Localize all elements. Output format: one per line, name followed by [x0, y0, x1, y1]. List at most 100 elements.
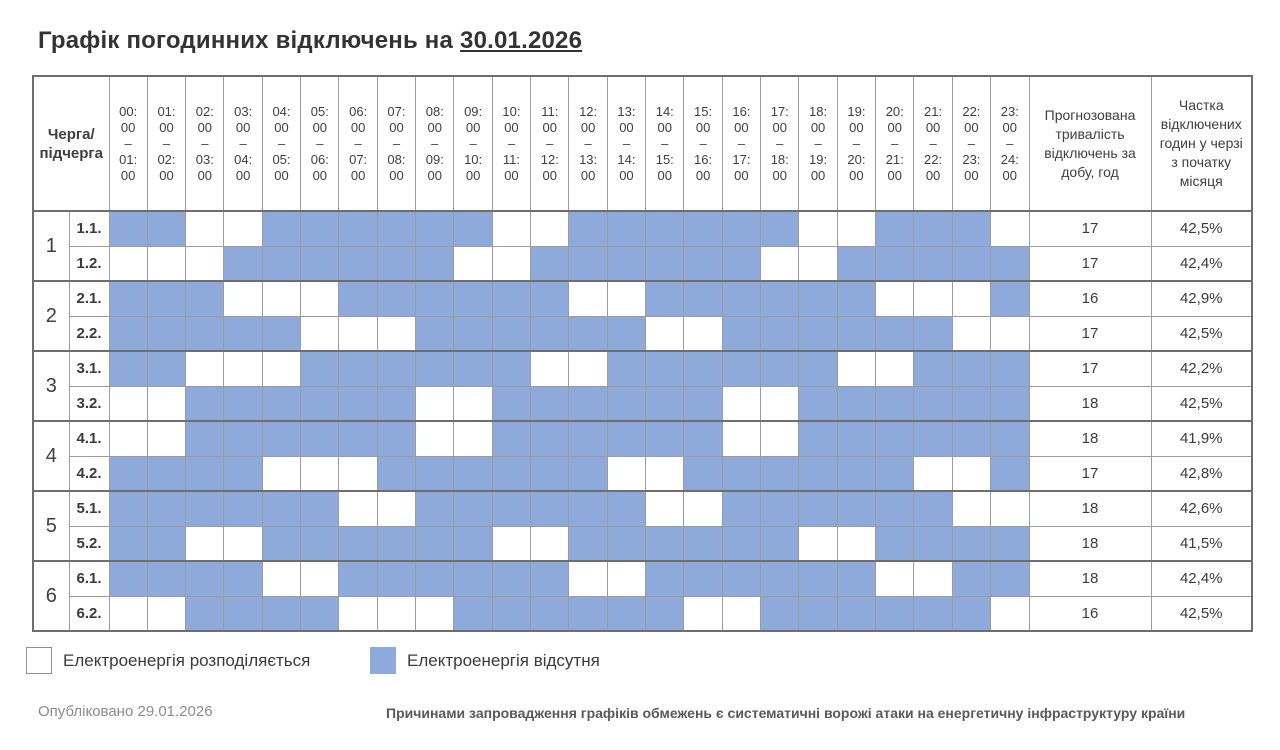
power-cell	[453, 420, 493, 457]
outage-cell	[606, 385, 647, 422]
outage-cell	[415, 560, 455, 597]
outage-cell	[683, 525, 723, 562]
power-cell	[683, 595, 723, 632]
outage-cell	[530, 245, 570, 282]
duration-value: 17	[1028, 455, 1152, 492]
outage-cell	[606, 245, 647, 282]
duration-value: 18	[1028, 525, 1152, 562]
outage-cell	[568, 385, 608, 422]
outage-cell	[606, 350, 647, 387]
power-cell	[530, 350, 570, 387]
outage-cell	[530, 280, 570, 317]
power-cell	[261, 560, 302, 597]
share-value: 41,9%	[1150, 420, 1253, 457]
time-slot-header: 23: 00–24: 00	[990, 75, 1030, 212]
duration-value: 17	[1028, 315, 1152, 352]
outage-cell	[990, 420, 1030, 457]
outage-cell	[415, 280, 455, 317]
outage-cell	[645, 350, 685, 387]
outage-cell	[415, 525, 455, 562]
legend-blue-swatch	[370, 647, 396, 674]
power-cell	[760, 420, 800, 457]
outage-cell	[568, 315, 608, 352]
outage-cell	[951, 245, 992, 282]
outage-cell	[836, 280, 877, 317]
power-cell	[491, 245, 532, 282]
outage-cell	[146, 490, 187, 527]
outage-cell	[223, 420, 263, 457]
outage-cell	[146, 210, 187, 247]
outage-cell	[836, 420, 877, 457]
outage-cell	[760, 315, 800, 352]
subqueue-label: 6.2.	[68, 595, 110, 632]
power-cell	[223, 525, 263, 562]
power-cell	[606, 280, 647, 317]
outage-cell	[568, 525, 608, 562]
duration-column-header: Прогнозована тривалість відключень за до…	[1028, 75, 1152, 212]
power-cell	[951, 490, 992, 527]
outage-cell	[606, 490, 647, 527]
outage-cell	[683, 245, 723, 282]
outage-cell	[185, 315, 225, 352]
time-slot-header: 13: 00–14: 00	[606, 75, 647, 212]
power-cell	[990, 595, 1030, 632]
power-cell	[645, 490, 685, 527]
power-cell	[875, 350, 915, 387]
outage-cell	[376, 245, 417, 282]
outage-cell	[530, 385, 570, 422]
power-cell	[568, 280, 608, 317]
outage-cell	[836, 560, 877, 597]
time-slot-header: 04: 00–05: 00	[261, 75, 302, 212]
outage-cell	[760, 560, 800, 597]
outage-cell	[798, 560, 838, 597]
power-cell	[261, 350, 302, 387]
power-cell	[990, 210, 1030, 247]
outage-cell	[108, 210, 148, 247]
subqueue-label: 5.2.	[68, 525, 110, 562]
duration-value: 18	[1028, 420, 1152, 457]
outage-cell	[721, 280, 762, 317]
power-cell	[491, 525, 532, 562]
duration-value: 18	[1028, 490, 1152, 527]
time-slot-header: 10: 00–11: 00	[491, 75, 532, 212]
outage-cell	[146, 525, 187, 562]
outage-cell	[185, 595, 225, 632]
outage-cell	[836, 490, 877, 527]
outage-cell	[223, 595, 263, 632]
outage-cell	[415, 350, 455, 387]
schedule-row: 4 4.1. 18 41,9%	[32, 420, 1253, 492]
power-cell	[261, 455, 302, 492]
outage-cell	[300, 595, 340, 632]
time-slot-header: 15: 00–16: 00	[683, 75, 723, 212]
outage-cell	[913, 315, 953, 352]
power-cell	[376, 315, 417, 352]
outage-cell	[645, 245, 685, 282]
subqueue-label: 2.1.	[68, 280, 110, 317]
outage-cell	[606, 595, 647, 632]
outage-cell	[338, 245, 378, 282]
power-cell	[376, 490, 417, 527]
outage-cell	[683, 455, 723, 492]
outage-cell	[798, 280, 838, 317]
subqueue-label: 4.2.	[68, 455, 110, 492]
power-cell	[683, 490, 723, 527]
power-cell	[721, 420, 762, 457]
share-value: 42,6%	[1150, 490, 1253, 527]
outage-cell	[376, 280, 417, 317]
outage-cell	[990, 280, 1030, 317]
power-cell	[875, 560, 915, 597]
outage-cell	[415, 245, 455, 282]
schedule-row: 3 3.1. 17 42,2%	[32, 350, 1253, 422]
outage-cell	[721, 210, 762, 247]
power-cell	[146, 595, 187, 632]
power-cell	[721, 595, 762, 632]
power-cell	[338, 490, 378, 527]
outage-cell	[491, 420, 532, 457]
outage-cell	[760, 490, 800, 527]
outage-cell	[798, 490, 838, 527]
outage-cell	[300, 420, 340, 457]
power-cell	[913, 280, 953, 317]
outage-cell	[491, 385, 532, 422]
outage-cell	[913, 350, 953, 387]
power-cell	[798, 210, 838, 247]
